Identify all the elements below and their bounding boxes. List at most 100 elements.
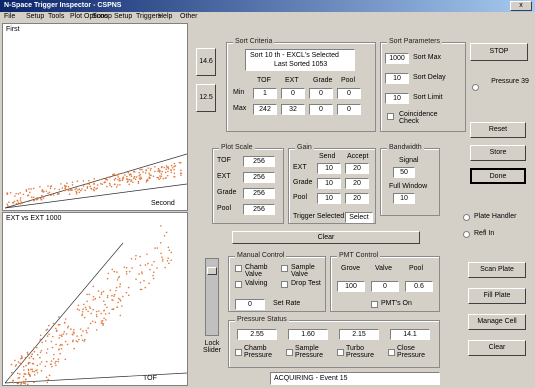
spin-field[interactable]: 0 [371, 281, 399, 292]
checkbox[interactable] [235, 265, 242, 272]
text-field[interactable]: 1000 [385, 53, 409, 64]
scatter-dot [86, 183, 88, 185]
scatter-dot [180, 174, 182, 176]
axis-line [5, 184, 187, 208]
scatter-dot [161, 171, 163, 173]
text-field[interactable]: 10 [385, 93, 409, 104]
store-button[interactable]: Store [470, 145, 526, 161]
checkbox[interactable] [286, 349, 293, 356]
scatter-dot [15, 193, 17, 195]
action-button[interactable]: Clear [468, 340, 526, 356]
scatter-dot [29, 357, 31, 359]
text-field[interactable]: 0 [309, 88, 333, 99]
text-field[interactable]: 1 [253, 88, 277, 99]
reset-button[interactable]: Reset [470, 122, 526, 138]
scatter-dot [151, 264, 153, 266]
scatter-dot [102, 183, 104, 185]
side-button[interactable]: 14.6 [196, 48, 216, 76]
spin-field[interactable]: 0 [235, 299, 265, 310]
scatter-dot [16, 203, 18, 205]
menu-item[interactable]: Help [158, 13, 172, 20]
scatter-dot [160, 177, 162, 179]
spin-field[interactable]: 20 [345, 193, 369, 204]
text-field[interactable]: 0 [281, 88, 305, 99]
scatter-dot [135, 178, 137, 180]
spin-field[interactable]: 10 [393, 193, 415, 204]
slider-label: Lock Slider [200, 340, 224, 354]
text-field[interactable]: Select [345, 212, 373, 223]
spin-field[interactable]: 10 [317, 193, 341, 204]
scatter-dot [98, 290, 100, 292]
spin-field[interactable]: 20 [345, 163, 369, 174]
scatter-dot [139, 169, 141, 171]
scatter-dot [45, 365, 47, 367]
dropdown[interactable]: 256 [243, 172, 275, 183]
checkbox[interactable] [235, 281, 242, 288]
spin-field[interactable]: 10 [317, 178, 341, 189]
stop-button[interactable]: STOP [470, 43, 528, 61]
scatter-dot [54, 188, 56, 190]
action-button[interactable]: Scan Plate [468, 262, 526, 278]
action-button[interactable]: Fill Plate [468, 288, 526, 304]
text-field[interactable]: 0 [309, 104, 333, 115]
checkbox[interactable] [387, 113, 394, 120]
pressure-status-group: Pressure Status 2.551.602.1514.1Chamb Pr… [228, 320, 440, 368]
checkbox[interactable] [388, 349, 395, 356]
scatter-dot [135, 278, 137, 280]
spin-field[interactable]: 0.6 [405, 281, 433, 292]
dropdown[interactable]: 256 [243, 188, 275, 199]
side-button[interactable]: 12.5 [196, 84, 216, 112]
scatter-dot [18, 361, 20, 363]
dropdown[interactable]: 256 [243, 204, 275, 215]
radio[interactable] [463, 214, 470, 221]
spin-field[interactable]: 10 [317, 163, 341, 174]
scatter-dot [27, 352, 29, 354]
field-label: Sort Max [413, 54, 441, 61]
scatter-dot [92, 320, 94, 322]
done-button[interactable]: Done [470, 168, 526, 184]
text-field[interactable]: 242 [253, 104, 277, 115]
scatter-dot [34, 374, 36, 376]
text-field[interactable]: 0 [337, 88, 361, 99]
scatter-dot [64, 322, 66, 324]
scatter-dot [32, 363, 34, 365]
scatter-dot [23, 382, 25, 384]
checkbox[interactable] [281, 281, 288, 288]
slider-track[interactable] [205, 258, 219, 336]
spin-field[interactable]: 50 [393, 167, 415, 178]
checkbox[interactable] [371, 301, 378, 308]
menu-item[interactable]: Setup [114, 13, 132, 20]
scatter-dot [114, 179, 116, 181]
checkbox[interactable] [235, 349, 242, 356]
action-button[interactable]: Manage Cell [468, 314, 526, 330]
menu-item[interactable]: Other [180, 13, 198, 20]
scatter-dot [122, 296, 124, 298]
menu-item[interactable]: Scoop [92, 13, 112, 20]
text-field[interactable]: 10 [385, 73, 409, 84]
scatter-dot [107, 179, 109, 181]
menu-item[interactable]: Setup [26, 13, 44, 20]
radio[interactable] [472, 84, 479, 91]
scatter-dot [82, 308, 84, 310]
close-button[interactable]: x [510, 1, 532, 11]
checkbox[interactable] [281, 265, 288, 272]
scatter-dot [89, 293, 91, 295]
menu-item[interactable]: File [4, 13, 15, 20]
text-field[interactable]: 0 [337, 104, 361, 115]
scatter-dot [171, 252, 173, 254]
spin-field[interactable]: 20 [345, 178, 369, 189]
slider-thumb[interactable] [207, 267, 217, 275]
checkbox[interactable] [337, 349, 344, 356]
scatter-dot [131, 258, 133, 260]
spin-field[interactable]: 100 [337, 281, 365, 292]
menu-item[interactable]: Tools [48, 13, 64, 20]
scatter-dot [101, 292, 103, 294]
scatter-dot [162, 258, 164, 260]
clear-button[interactable]: Clear [232, 231, 420, 244]
scatter-dot [104, 304, 106, 306]
radio[interactable] [463, 231, 470, 238]
text-field[interactable]: 32 [281, 104, 305, 115]
scatter-dot [85, 309, 87, 311]
row-label: Max [233, 105, 246, 112]
dropdown[interactable]: 256 [243, 156, 275, 167]
